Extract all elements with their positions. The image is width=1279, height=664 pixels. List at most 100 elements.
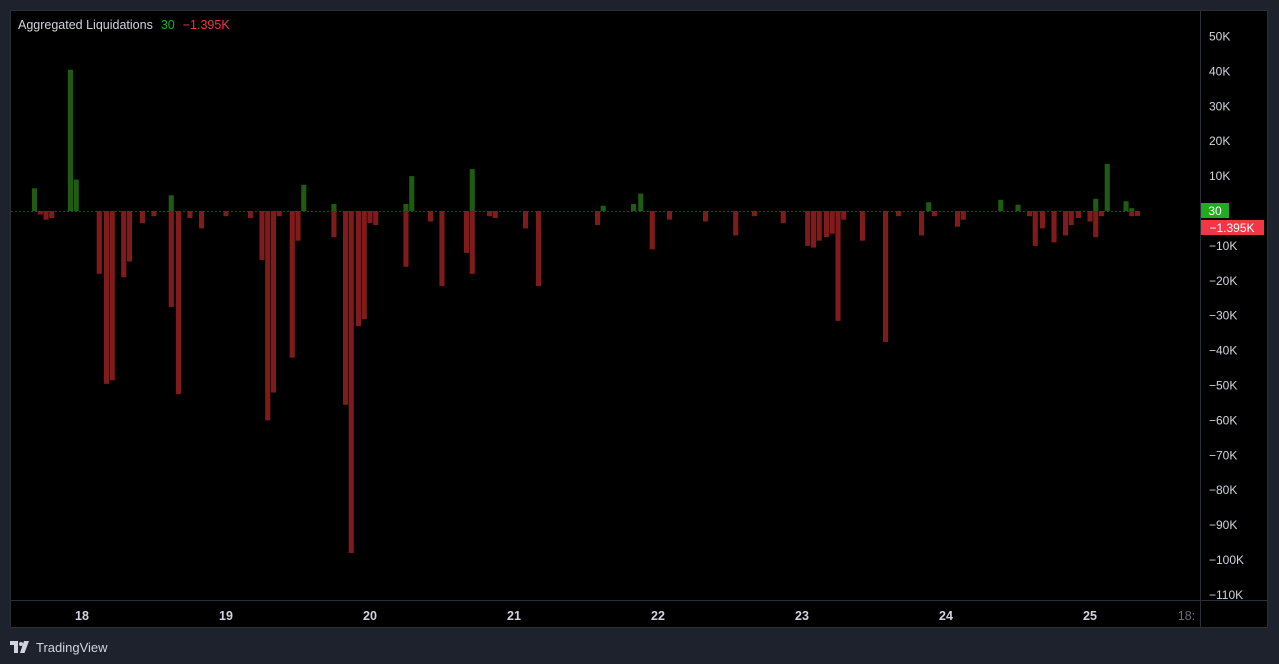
short-liquidation-bar (121, 211, 127, 278)
short-liquidation-bar (1087, 211, 1093, 222)
short-liquidation-bar (1135, 211, 1141, 216)
y-axis-tick-label: −80K (1209, 483, 1237, 497)
long-liquidation-bar (926, 202, 932, 211)
y-axis-tick-label: −100K (1209, 553, 1244, 567)
y-axis-tick-label: −110K (1209, 588, 1243, 602)
short-liquidation-bar (805, 211, 811, 246)
short-liquidation-bar (223, 211, 229, 217)
last-long-badge (1201, 203, 1229, 218)
long-liquidation-bar (409, 176, 415, 211)
short-liquidation-bar (109, 211, 115, 381)
y-axis-tick-label: −40K (1209, 344, 1237, 358)
long-liquidation-bar (1129, 208, 1135, 211)
legend-long-value: 30 (160, 18, 175, 32)
short-liquidation-bar (139, 211, 145, 224)
y-axis-tick-label: −30K (1209, 309, 1237, 323)
long-liquidation-bar (331, 204, 337, 211)
long-liquidation-bar (67, 69, 73, 211)
short-liquidation-bar (1051, 211, 1057, 243)
legend-short-value: −1.395K (182, 18, 230, 32)
short-liquidation-bar (343, 211, 349, 405)
short-liquidation-bar (469, 211, 475, 274)
y-axis-tick-label: 10K (1209, 169, 1230, 183)
last-short-badge-text: −1.395K (1209, 221, 1254, 235)
short-liquidation-bar (703, 211, 709, 222)
short-liquidation-bar (919, 211, 925, 236)
short-liquidation-bar (1063, 211, 1069, 236)
short-liquidation-bar (931, 211, 937, 217)
short-liquidation-bar (37, 211, 43, 215)
short-liquidation-bar (523, 211, 529, 229)
long-liquidation-bar (73, 179, 79, 211)
short-liquidation-bar (487, 211, 493, 217)
short-liquidation-bar (1129, 211, 1135, 217)
short-liquidation-bar (289, 211, 295, 358)
short-liquidation-bar (667, 211, 673, 220)
short-liquidation-bar (151, 211, 157, 217)
long-liquidation-bar (1093, 198, 1099, 211)
short-liquidation-bar (1075, 211, 1081, 218)
short-liquidation-bar (1099, 211, 1105, 217)
short-liquidation-bar (780, 211, 786, 224)
y-axis-tick-label: 50K (1209, 30, 1230, 44)
short-liquidation-bar (348, 211, 354, 553)
short-liquidation-bar (733, 211, 739, 236)
long-liquidation-bar (600, 205, 606, 211)
short-liquidation-bar (955, 211, 961, 227)
chart-frame (10, 10, 1268, 628)
short-liquidation-bar (859, 211, 865, 241)
long-liquidation-bar (403, 204, 409, 211)
short-liquidation-bar (373, 211, 379, 225)
short-liquidation-bar (751, 211, 757, 217)
short-liquidation-bar (595, 211, 601, 225)
short-liquidation-bar (265, 211, 271, 421)
short-liquidation-bar (463, 211, 469, 253)
long-liquidation-bar (631, 204, 637, 211)
short-liquidation-bar (649, 211, 655, 250)
y-axis-tick-label: −70K (1209, 448, 1237, 462)
long-liquidation-bar (998, 199, 1004, 211)
short-liquidation-bar (103, 211, 109, 384)
x-axis-tick-label: 24 (939, 609, 953, 623)
x-axis-tick-label: 23 (795, 609, 809, 623)
short-liquidation-bar (295, 211, 301, 241)
short-liquidation-bar (403, 211, 409, 267)
short-liquidation-bar (168, 211, 174, 307)
short-liquidation-bar (1068, 211, 1074, 225)
short-liquidation-bar (1027, 211, 1033, 217)
y-axis-tick-label: −10K (1209, 239, 1237, 253)
long-liquidation-bar (638, 193, 644, 211)
long-liquidation-bar (1015, 204, 1021, 211)
short-liquidation-bar (1039, 211, 1045, 229)
long-liquidation-bar (168, 195, 174, 211)
x-axis-tick-label: 20 (363, 609, 377, 623)
short-liquidation-bar (247, 211, 253, 218)
short-liquidation-bar (331, 211, 337, 238)
brand-name: TradingView (36, 639, 108, 655)
long-liquidation-bar (301, 184, 307, 211)
x-axis-tick-label: 18: (1178, 609, 1195, 623)
short-liquidation-bar (427, 211, 433, 222)
short-liquidation-bar (835, 211, 841, 321)
long-liquidation-bar (1123, 201, 1129, 211)
x-axis-tick-label: 25 (1083, 609, 1097, 623)
short-liquidation-bar (96, 211, 102, 274)
short-liquidation-bar (883, 211, 889, 342)
short-liquidation-bar (187, 211, 193, 218)
y-axis-tick-label: 20K (1209, 134, 1230, 148)
long-liquidation-bar (31, 188, 37, 211)
indicator-legend[interactable]: Aggregated Liquidations 30 −1.395K (18, 18, 230, 32)
tradingview-branding[interactable]: TradingView (10, 637, 108, 657)
short-liquidation-bar (175, 211, 181, 395)
short-liquidation-bar (127, 211, 133, 262)
long-liquidation-bar (469, 169, 475, 211)
x-axis-tick-label: 18 (75, 609, 89, 623)
short-liquidation-bar (259, 211, 265, 260)
y-axis-tick-label: −60K (1209, 413, 1237, 427)
x-axis-tick-label: 21 (507, 609, 521, 623)
last-long-badge-text: 30 (1208, 204, 1222, 218)
y-axis-tick-label: −50K (1209, 379, 1237, 393)
y-axis-tick-label: 30K (1209, 99, 1230, 113)
short-liquidation-bar (895, 211, 901, 217)
